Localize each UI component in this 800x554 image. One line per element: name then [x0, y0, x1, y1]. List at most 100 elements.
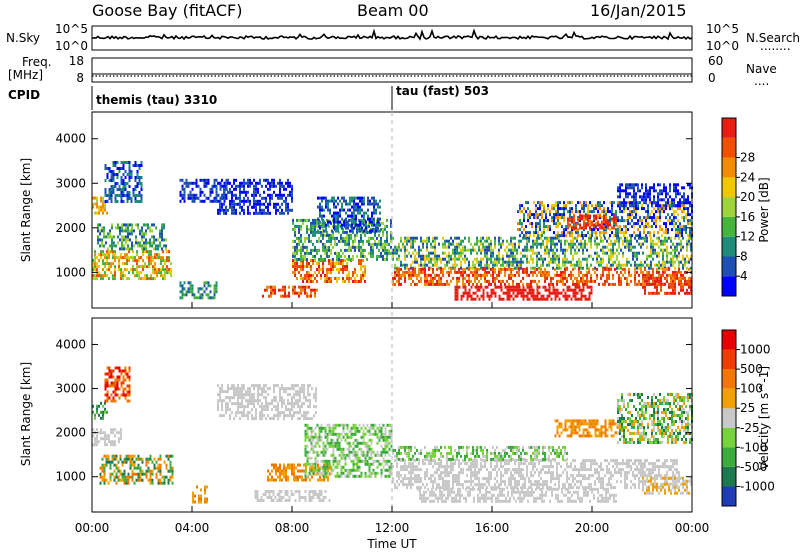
heatmap-cell [660, 239, 662, 243]
heatmap-cell [117, 241, 119, 245]
heatmap-cell [603, 228, 605, 232]
heatmap-cell [494, 263, 496, 267]
heatmap-cell [554, 251, 556, 255]
heatmap-cell [670, 239, 672, 243]
heatmap-cell [219, 211, 221, 215]
heatmap-cell [126, 268, 128, 272]
heatmap-cell [207, 178, 210, 182]
heatmap-cell [600, 276, 602, 280]
heatmap-cell [627, 222, 629, 226]
heatmap-cell [608, 276, 610, 280]
heatmap-cell [522, 254, 524, 258]
heatmap-cell [666, 251, 668, 255]
heatmap-cell [645, 219, 647, 223]
heatmap-cell [353, 220, 355, 224]
heatmap-cell [626, 263, 628, 267]
heatmap-cell [616, 239, 618, 243]
heatmap-cell [273, 390, 275, 394]
heatmap-cell [145, 241, 147, 245]
heatmap-cell [514, 273, 516, 277]
heatmap-cell [239, 199, 241, 203]
heatmap-cell [107, 235, 109, 239]
heatmap-cell [615, 210, 617, 214]
heatmap-cell [235, 402, 237, 406]
heatmap-cell [120, 188, 123, 191]
heatmap-cell [606, 263, 608, 267]
heatmap-cell [663, 186, 665, 190]
heatmap-cell [362, 254, 364, 258]
heatmap-cell [541, 210, 543, 214]
heatmap-cell [247, 405, 249, 409]
heatmap-cell [294, 268, 296, 271]
heatmap-cell [508, 288, 511, 292]
heatmap-cell [300, 262, 302, 265]
heatmap-cell [450, 254, 452, 258]
heatmap-cell [528, 273, 530, 277]
heatmap-cell [229, 414, 231, 418]
heatmap-cell [153, 466, 156, 470]
heatmap-cell [530, 288, 533, 292]
heatmap-cell [519, 234, 521, 238]
heatmap-cell [233, 199, 235, 203]
heatmap-cell [335, 226, 337, 230]
heatmap-cell [599, 226, 601, 230]
heatmap-cell [512, 297, 515, 301]
heatmap-cell [544, 251, 546, 255]
heatmap-cell [663, 231, 665, 235]
heatmap-cell [136, 176, 139, 179]
heatmap-cell [312, 230, 314, 234]
heatmap-cell [149, 457, 152, 461]
heatmap-cell [581, 226, 583, 230]
heatmap-cell [283, 399, 285, 403]
heatmap-cell [548, 251, 550, 255]
heatmap-cell [261, 196, 263, 200]
heatmap-cell [352, 242, 354, 246]
heatmap-cell [198, 494, 200, 498]
heatmap-cell [689, 201, 691, 205]
heatmap-cell [677, 201, 679, 205]
heatmap-cell [375, 211, 377, 215]
heatmap-cell [102, 250, 104, 254]
heatmap-cell [104, 410, 106, 414]
heatmap-cell [114, 390, 117, 394]
heatmap-cell [682, 254, 684, 258]
heatmap-cell [317, 196, 319, 200]
heatmap-cell [373, 205, 375, 209]
heatmap-cell [243, 211, 245, 215]
heatmap-cell [641, 195, 643, 199]
heatmap-cell [424, 270, 426, 274]
heatmap-cell [334, 239, 336, 243]
heatmap-cell [687, 234, 689, 238]
heatmap-cell [318, 265, 320, 268]
heatmap-cell [683, 198, 685, 202]
heatmap-cell [149, 238, 151, 242]
heatmap-cell [279, 211, 281, 215]
heatmap-cell [430, 242, 432, 246]
heatmap-cell [287, 211, 289, 215]
heatmap-cell [372, 248, 374, 252]
heatmap-cell [605, 223, 607, 227]
heatmap-cell [154, 253, 156, 257]
heatmap-cell [580, 288, 583, 292]
heatmap-cell [113, 463, 116, 467]
heatmap-cell [344, 236, 346, 240]
heatmap-cell [354, 277, 356, 280]
heatmap-cell [365, 223, 367, 227]
heatmap-cell [296, 277, 298, 280]
heatmap-cell [269, 211, 271, 215]
heatmap-cell [412, 242, 414, 246]
heatmap-cell [255, 399, 257, 403]
heatmap-cell [430, 245, 432, 249]
heatmap-cell [191, 293, 194, 297]
heatmap-cell [225, 187, 227, 191]
heatmap-cell [128, 164, 131, 167]
heatmap-cell [131, 226, 133, 230]
heatmap-cell [571, 228, 573, 232]
heatmap-cell [104, 434, 106, 438]
heatmap-cell [634, 270, 636, 274]
heatmap-cell [390, 233, 392, 237]
heatmap-cell [369, 199, 371, 203]
heatmap-cell [102, 259, 104, 263]
heatmap-cell [151, 235, 153, 239]
heatmap-cell [325, 223, 327, 227]
